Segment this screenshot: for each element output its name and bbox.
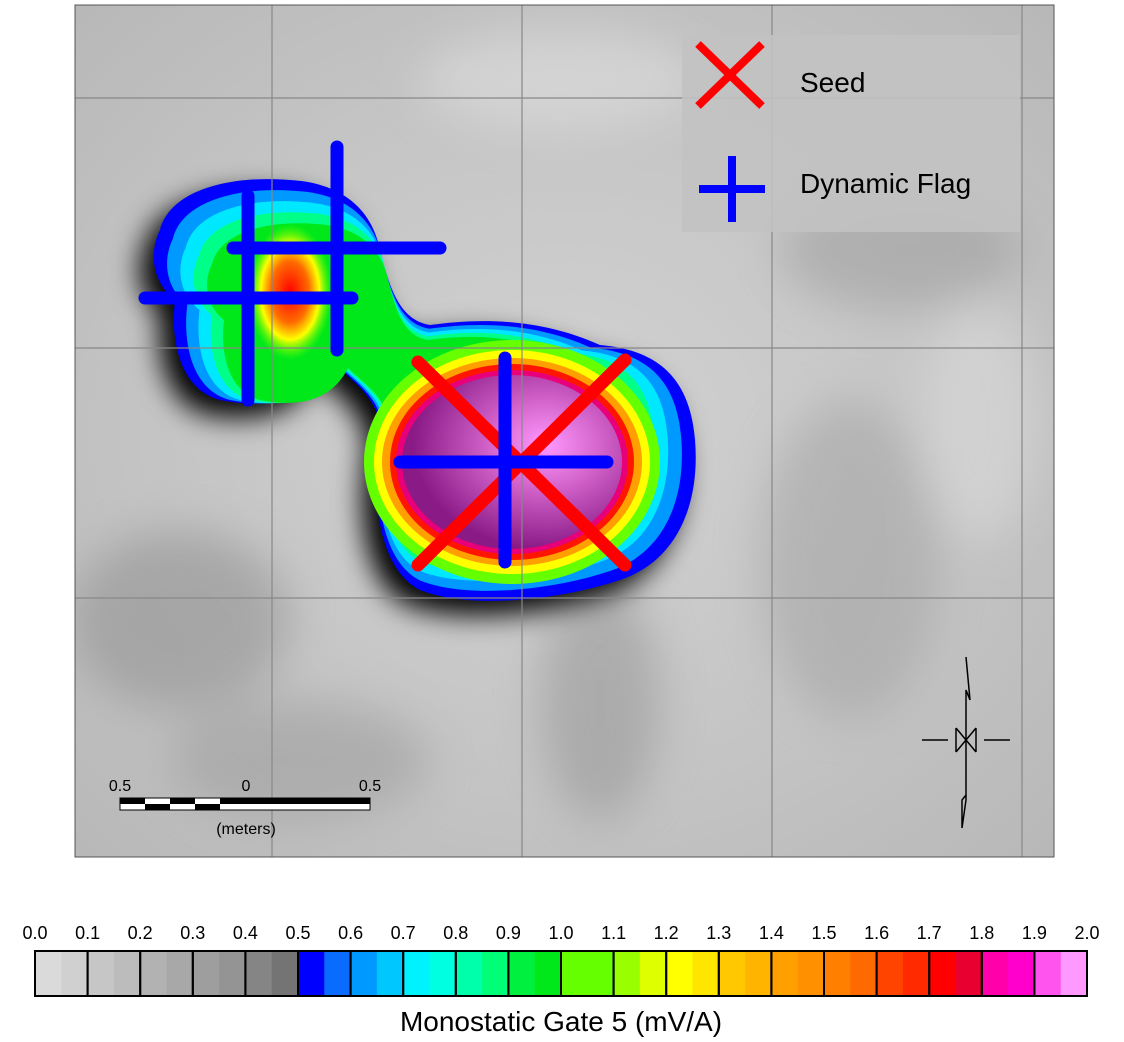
flag-markers xyxy=(138,140,614,569)
colorbar: 0.0 0.1 0.2 0.3 0.4 0.5 0.6 0.7 0.8 0.9 1.0 1.1 1.2 1… xyxy=(22,923,1100,997)
colorbar-swatch xyxy=(245,951,273,996)
colorbar-swatch xyxy=(1060,951,1088,996)
colorbar-swatch xyxy=(718,951,746,996)
colorbar-swatch xyxy=(166,951,194,996)
colorbar-tick-label: 0.3 xyxy=(180,923,205,943)
colorbar-tick-label: 0.5 xyxy=(285,923,310,943)
colorbar-swatch xyxy=(113,951,141,996)
colorbar-swatch xyxy=(1008,951,1035,996)
colorbar-swatch xyxy=(324,951,352,996)
colorbar-tick-label: 2.0 xyxy=(1074,923,1099,943)
colorbar-swatch xyxy=(350,951,378,996)
colorbar-swatch xyxy=(876,951,904,996)
colorbar-swatch xyxy=(666,951,693,996)
colorbar-tick-label: 0.8 xyxy=(443,923,468,943)
colorbar-tick-label: 0.2 xyxy=(128,923,153,943)
colorbar-swatch xyxy=(219,951,246,996)
colorbar-swatch xyxy=(61,951,89,996)
map: Seed Dynamic Flag 0.5 0 0.5 (meters) xyxy=(75,5,1054,857)
colorbar-swatch xyxy=(298,951,325,996)
scale-label: 0.5 xyxy=(109,778,131,795)
colorbar-swatch xyxy=(508,951,536,996)
colorbar-tick-label: 0.1 xyxy=(75,923,100,943)
colorbar-swatch xyxy=(561,951,588,996)
colorbar-tick-label: 1.1 xyxy=(601,923,626,943)
colorbar-tick-label: 1.6 xyxy=(864,923,889,943)
colorbar-swatch xyxy=(771,951,799,996)
colorbar-swatch xyxy=(403,951,430,996)
legend-flag: Dynamic Flag xyxy=(699,156,971,222)
colorbar-swatch xyxy=(824,951,851,996)
colorbar-swatch xyxy=(850,951,878,996)
colorbar-swatch xyxy=(902,951,930,996)
map-frame xyxy=(74,4,1055,858)
colorbar-tick-label: 1.0 xyxy=(548,923,573,943)
colorbar-tick-label: 1.9 xyxy=(1022,923,1047,943)
colorbar-tick-label: 0.6 xyxy=(338,923,363,943)
colorbar-tick-label: 0.7 xyxy=(391,923,416,943)
colorbar-swatch xyxy=(745,951,772,996)
colorbar-swatch xyxy=(1034,951,1062,996)
colorbar-swatch xyxy=(455,951,483,996)
north-arrow xyxy=(922,656,1010,829)
legend-label: Dynamic Flag xyxy=(800,168,971,199)
colorbar-tick-label: 1.7 xyxy=(917,923,942,943)
colorbar-swatch xyxy=(35,951,62,996)
colorbar-swatch xyxy=(482,951,509,996)
colorbar-tick-label: 0.0 xyxy=(22,923,47,943)
colorbar-swatch xyxy=(981,951,1009,996)
colorbar-title: Monostatic Gate 5 (mV/A) xyxy=(400,1006,722,1037)
scale-label: 0 xyxy=(242,778,251,795)
colorbar-tick-label: 1.5 xyxy=(811,923,836,943)
colorbar-swatch xyxy=(587,951,615,996)
colorbar-tick-label: 0.4 xyxy=(233,923,258,943)
colorbar-swatch xyxy=(534,951,562,996)
colorbar-tick-label: 1.3 xyxy=(706,923,731,943)
colorbar-swatch xyxy=(955,951,983,996)
colorbar-cell xyxy=(1033,950,1089,997)
colorbar-swatch xyxy=(639,951,667,996)
colorbar-swatch xyxy=(271,951,299,996)
colorbar-swatch xyxy=(192,951,220,996)
colorbar-tick-label: 1.8 xyxy=(969,923,994,943)
colorbar-swatch xyxy=(613,951,641,996)
colorbar-tick-label: 0.9 xyxy=(496,923,521,943)
scale-unit: (meters) xyxy=(216,821,276,838)
colorbar-swatch xyxy=(797,951,825,996)
legend-seed: Seed xyxy=(695,41,865,109)
scale-bar: 0.5 0 0.5 (meters) xyxy=(109,778,381,838)
colorbar-swatch xyxy=(929,951,956,996)
scale-label: 0.5 xyxy=(359,778,381,795)
colorbar-swatch xyxy=(429,951,457,996)
colorbar-swatch xyxy=(376,951,404,996)
colorbar-swatch xyxy=(140,951,167,996)
colorbar-tick-label: 1.2 xyxy=(654,923,679,943)
legend-label: Seed xyxy=(800,67,865,98)
colorbar-tick-label: 1.4 xyxy=(759,923,784,943)
colorbar-swatch xyxy=(692,951,720,996)
colorbar-swatch xyxy=(87,951,115,996)
